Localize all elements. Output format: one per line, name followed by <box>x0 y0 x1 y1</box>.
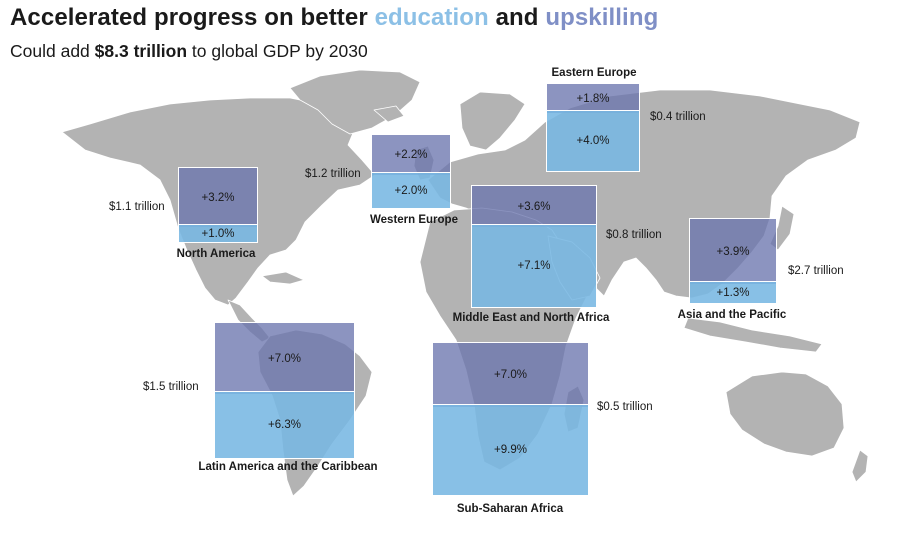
education-value: +4.0% <box>547 110 639 171</box>
gdp-label-north-america: $1.1 trillion <box>109 201 165 213</box>
upskilling-value: +7.0% <box>215 323 354 394</box>
region-label-latin-america: Latin America and the Caribbean <box>198 461 378 473</box>
upskilling-value: +3.9% <box>690 219 776 284</box>
upskilling-value: +3.6% <box>472 186 596 227</box>
page-title: Accelerated progress on better education… <box>10 4 659 31</box>
region-box-western-europe: +2.2% +2.0% <box>371 134 451 209</box>
landmass-indonesia <box>683 317 823 353</box>
region-label-north-america: North America <box>176 248 256 260</box>
education-value: +7.1% <box>472 224 596 307</box>
landmass-iceland <box>373 105 405 123</box>
page-subtitle: Could add $8.3 trillion to global GDP by… <box>10 41 368 61</box>
upskilling-value: +7.0% <box>433 343 588 407</box>
education-value: +6.3% <box>215 391 354 458</box>
region-label-eastern-europe: Eastern Europe <box>551 67 637 79</box>
landmass-scandinavia <box>459 91 526 151</box>
region-label-western-europe: Western Europe <box>370 214 458 226</box>
education-value: +9.9% <box>433 404 588 495</box>
gdp-label-eastern-europe: $0.4 trillion <box>650 111 706 123</box>
gdp-label-middle-east-north-africa: $0.8 trillion <box>606 229 662 241</box>
region-box-sub-saharan-africa: +7.0% +9.9% <box>432 342 589 496</box>
education-value: +1.0% <box>179 224 257 242</box>
region-label-sub-saharan-africa: Sub-Saharan Africa <box>456 503 564 515</box>
upskilling-value: +2.2% <box>372 135 450 175</box>
region-box-asia-pacific: +3.9% +1.3% <box>689 218 777 304</box>
region-box-north-america: +3.2% +1.0% <box>178 167 258 243</box>
region-box-middle-east-north-africa: +3.6% +7.1% <box>471 185 597 308</box>
gdp-label-western-europe: $1.2 trillion <box>305 168 361 180</box>
education-value: +1.3% <box>690 281 776 303</box>
upskilling-value: +1.8% <box>547 84 639 113</box>
landmass-new-zealand <box>851 449 869 483</box>
education-value: +2.0% <box>372 172 450 208</box>
subtitle-total: $8.3 trillion <box>94 41 188 61</box>
upskilling-value: +3.2% <box>179 168 257 227</box>
region-label-middle-east-north-africa: Middle East and North Africa <box>452 312 610 324</box>
gdp-label-asia-pacific: $2.7 trillion <box>788 265 844 277</box>
region-box-eastern-europe: +1.8% +4.0% <box>546 83 640 172</box>
gdp-label-sub-saharan-africa: $0.5 trillion <box>597 401 653 413</box>
region-label-asia-pacific: Asia and the Pacific <box>677 309 787 321</box>
landmass-caribbean <box>261 271 305 285</box>
title-education-word: education <box>374 4 489 31</box>
title-upskilling-word: upskilling <box>545 4 659 31</box>
landmass-australia <box>725 371 845 457</box>
gdp-label-latin-america: $1.5 trillion <box>143 381 199 393</box>
region-box-latin-america: +7.0% +6.3% <box>214 322 355 459</box>
